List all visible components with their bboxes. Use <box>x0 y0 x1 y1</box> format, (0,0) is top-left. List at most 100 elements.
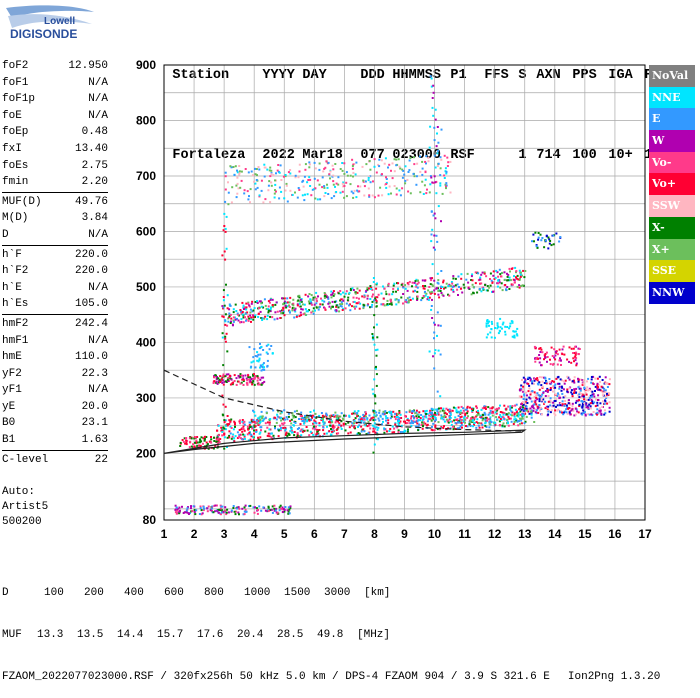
echo-point <box>490 328 493 330</box>
echo-point <box>579 387 582 390</box>
echo-point <box>210 438 213 441</box>
echo-point <box>486 285 489 288</box>
echo-point <box>347 296 350 299</box>
echo-point <box>354 291 357 294</box>
echo-point <box>481 271 484 274</box>
echo-point <box>550 409 553 412</box>
echo-point <box>393 185 396 187</box>
echo-point <box>518 286 521 289</box>
echo-point <box>408 169 411 172</box>
echo-point <box>431 277 434 280</box>
echo-point <box>575 364 578 367</box>
echo-point <box>195 441 198 444</box>
echo-point <box>268 301 271 304</box>
echo-point <box>324 192 327 194</box>
echo-point <box>389 298 392 301</box>
echo-point <box>260 383 263 386</box>
echo-point <box>451 425 454 428</box>
echo-point <box>267 309 270 312</box>
echo-point <box>206 507 209 510</box>
echo-point <box>335 429 338 431</box>
muf-unit: [MHz] <box>357 629 391 641</box>
echo-point <box>459 416 462 419</box>
echo-point <box>577 380 580 383</box>
echo-point <box>578 405 581 407</box>
echo-point <box>445 407 448 410</box>
echo-point <box>433 331 436 334</box>
echo-point <box>545 239 547 242</box>
echo-point <box>435 413 438 416</box>
echo-point <box>213 440 216 442</box>
echo-point <box>224 510 227 513</box>
echo-point <box>242 321 245 324</box>
echo-point <box>561 404 564 407</box>
echo-point <box>372 419 375 422</box>
echo-point <box>404 179 407 182</box>
echo-point <box>395 290 397 293</box>
logo-line1: Lowell <box>44 16 75 27</box>
echo-point <box>425 413 428 415</box>
echo-point <box>519 413 522 416</box>
echo-point <box>228 303 231 306</box>
echo-point <box>517 415 520 418</box>
echo-point <box>266 352 269 355</box>
echo-point <box>261 317 264 320</box>
echo-point <box>422 295 425 297</box>
echo-point <box>464 418 466 421</box>
echo-point <box>549 411 552 414</box>
echo-point <box>481 426 484 429</box>
echo-point <box>582 395 585 398</box>
echo-point <box>293 431 296 433</box>
echo-point <box>535 357 538 360</box>
echo-point <box>284 426 287 429</box>
echo-point <box>437 141 440 144</box>
echo-point <box>471 273 474 276</box>
echo-point <box>525 405 528 408</box>
header-label-s: S <box>518 68 527 83</box>
echo-point <box>552 243 555 246</box>
echo-point <box>197 445 200 448</box>
echo-point <box>490 411 493 414</box>
header-value-station: Fortaleza <box>172 148 246 163</box>
echo-point <box>535 394 538 397</box>
echo-point <box>248 427 250 430</box>
echo-point <box>532 407 535 410</box>
echo-point <box>301 420 304 422</box>
muf-value: 14.4 <box>117 629 144 641</box>
echo-point <box>262 349 265 351</box>
echo-point <box>199 447 202 450</box>
echo-point <box>308 309 311 312</box>
echo-point <box>366 417 369 420</box>
echo-point <box>416 299 419 301</box>
echo-point <box>524 412 527 415</box>
param-name: h`E <box>2 281 22 294</box>
echo-point <box>271 316 274 319</box>
param-row: foF2 12.950 <box>2 58 108 75</box>
echo-point <box>284 434 287 436</box>
echo-point <box>353 410 356 413</box>
echo-point <box>330 433 333 436</box>
echo-point <box>258 505 261 508</box>
echo-point <box>540 384 543 387</box>
echo-point <box>522 407 525 409</box>
echo-point <box>531 382 534 385</box>
echo-point <box>234 425 236 428</box>
echo-point <box>386 303 389 305</box>
echo-point <box>535 245 538 248</box>
echo-point <box>456 427 459 430</box>
echo-point <box>224 313 227 316</box>
echo-point <box>241 301 244 304</box>
echo-point <box>535 409 538 412</box>
echo-point <box>202 505 205 508</box>
echo-point <box>221 315 224 318</box>
echo-point <box>286 301 289 304</box>
echo-point <box>485 336 488 339</box>
echo-point <box>293 424 295 427</box>
echo-point <box>272 434 275 437</box>
echo-point <box>581 406 584 409</box>
echo-point <box>185 511 188 514</box>
echo-point <box>224 335 227 338</box>
echo-point <box>313 161 316 164</box>
echo-point <box>203 439 206 442</box>
echo-point <box>242 306 245 309</box>
